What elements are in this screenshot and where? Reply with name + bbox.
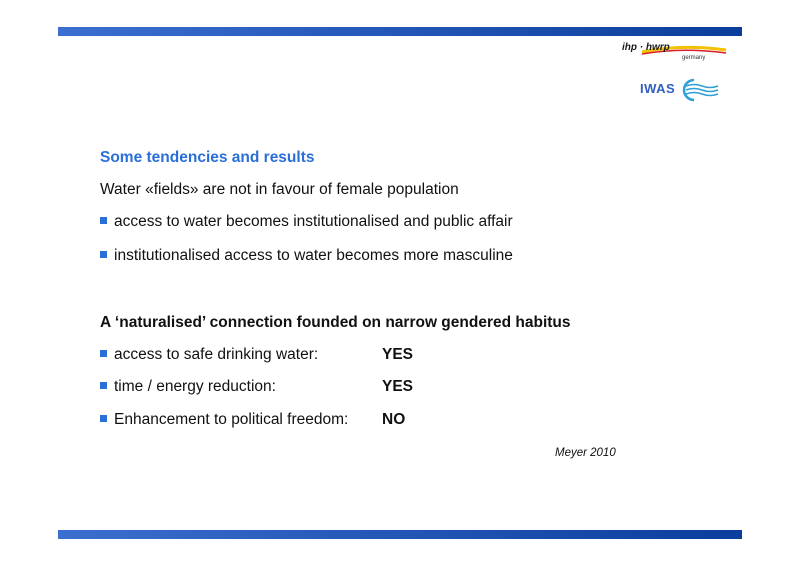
top-color-bar [58,27,742,36]
bullet-item: access to water becomes institutionalise… [100,213,513,231]
section-heading-connection: A ‘naturalised’ connection founded on na… [100,314,571,331]
bullet-item: institutionalised access to water become… [100,247,513,265]
criteria-item: Enhancement to political freedom: [100,411,348,429]
ihp-logo-name: ihp · hwrp [622,42,670,53]
criteria-label: access to safe drinking water: [114,346,319,363]
iwas-logo-name: IWAS [640,81,676,96]
bullet-square-icon [100,217,107,224]
criteria-label: time / energy reduction: [114,378,276,395]
iwas-wave-icon [682,78,719,102]
criteria-answer: YES [382,378,414,395]
iwas-logo: IWAS [640,75,720,103]
bullet-square-icon [100,382,107,389]
criteria-item: time / energy reduction: [100,378,276,396]
ihp-logo-country: germany [682,55,706,61]
bullet-square-icon [100,251,107,258]
lead-statement: Water «fields» are not in favour of fema… [100,181,459,198]
section-heading-tendencies: Some tendencies and results [100,149,315,166]
ihp-hwrp-logo: ihp · hwrp germany [612,42,728,68]
bullet-square-icon [100,350,107,357]
criteria-item: access to safe drinking water: [100,346,318,364]
bottom-color-bar [58,530,742,539]
criteria-answer: NO [382,411,406,428]
citation: Meyer 2010 [555,447,616,459]
criteria-answer: YES [382,346,414,363]
bullet-text: institutionalised access to water become… [114,247,513,264]
criteria-label: Enhancement to political freedom: [114,411,349,428]
bullet-square-icon [100,415,107,422]
ihp-swoosh-icon [641,45,727,55]
bullet-text: access to water becomes institutionalise… [114,213,513,230]
